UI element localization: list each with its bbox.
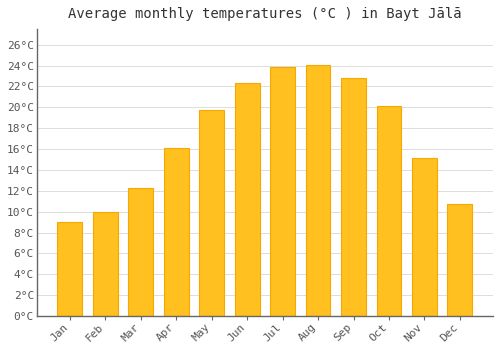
Bar bbox=[376, 106, 402, 316]
Title: Average monthly temperatures (°C ) in Bayt Jālā: Average monthly temperatures (°C ) in Ba… bbox=[68, 7, 462, 21]
Bar bbox=[164, 148, 188, 316]
Bar bbox=[412, 159, 437, 316]
Bar bbox=[341, 78, 366, 316]
Bar bbox=[128, 188, 153, 316]
Bar bbox=[200, 111, 224, 316]
Bar bbox=[448, 204, 472, 316]
Bar bbox=[93, 212, 118, 316]
Bar bbox=[270, 66, 295, 316]
Bar bbox=[58, 222, 82, 316]
Bar bbox=[306, 64, 330, 316]
Bar bbox=[235, 83, 260, 316]
